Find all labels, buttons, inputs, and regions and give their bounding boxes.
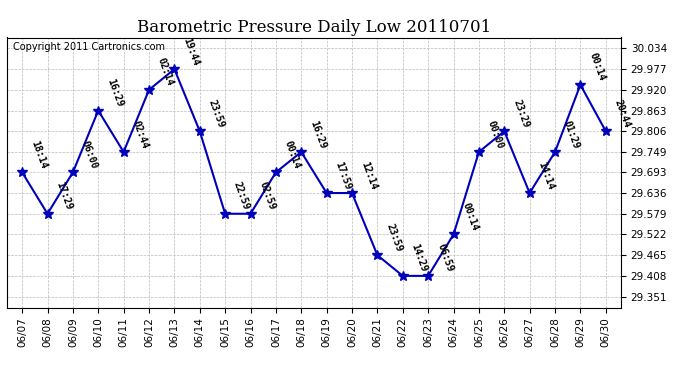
Text: 00:14: 00:14 xyxy=(460,201,480,232)
Text: 12:14: 12:14 xyxy=(359,160,378,191)
Text: 14:14: 14:14 xyxy=(537,160,556,191)
Text: 06:59: 06:59 xyxy=(435,243,455,274)
Text: 18:14: 18:14 xyxy=(29,139,48,170)
Text: 22:59: 22:59 xyxy=(232,180,252,212)
Text: 17:59: 17:59 xyxy=(333,160,353,191)
Text: 23:59: 23:59 xyxy=(207,98,226,129)
Text: Copyright 2011 Cartronics.com: Copyright 2011 Cartronics.com xyxy=(13,42,165,51)
Text: 02:59: 02:59 xyxy=(257,180,277,212)
Title: Barometric Pressure Daily Low 20110701: Barometric Pressure Daily Low 20110701 xyxy=(137,19,491,36)
Text: 00:14: 00:14 xyxy=(283,139,302,170)
Text: 19:44: 19:44 xyxy=(181,36,201,67)
Text: 16:29: 16:29 xyxy=(308,119,328,150)
Text: 23:29: 23:29 xyxy=(511,98,531,129)
Text: 00:14: 00:14 xyxy=(587,51,607,82)
Text: 00:00: 00:00 xyxy=(486,119,505,150)
Text: 02:44: 02:44 xyxy=(130,119,150,150)
Text: 01:29: 01:29 xyxy=(562,119,582,150)
Text: 20:44: 20:44 xyxy=(613,98,632,129)
Text: 17:29: 17:29 xyxy=(55,180,74,212)
Text: 23:59: 23:59 xyxy=(384,222,404,253)
Text: 16:29: 16:29 xyxy=(105,77,125,108)
Text: 02:14: 02:14 xyxy=(156,57,175,88)
Text: 06:00: 06:00 xyxy=(80,139,99,170)
Text: 14:29: 14:29 xyxy=(410,243,429,274)
